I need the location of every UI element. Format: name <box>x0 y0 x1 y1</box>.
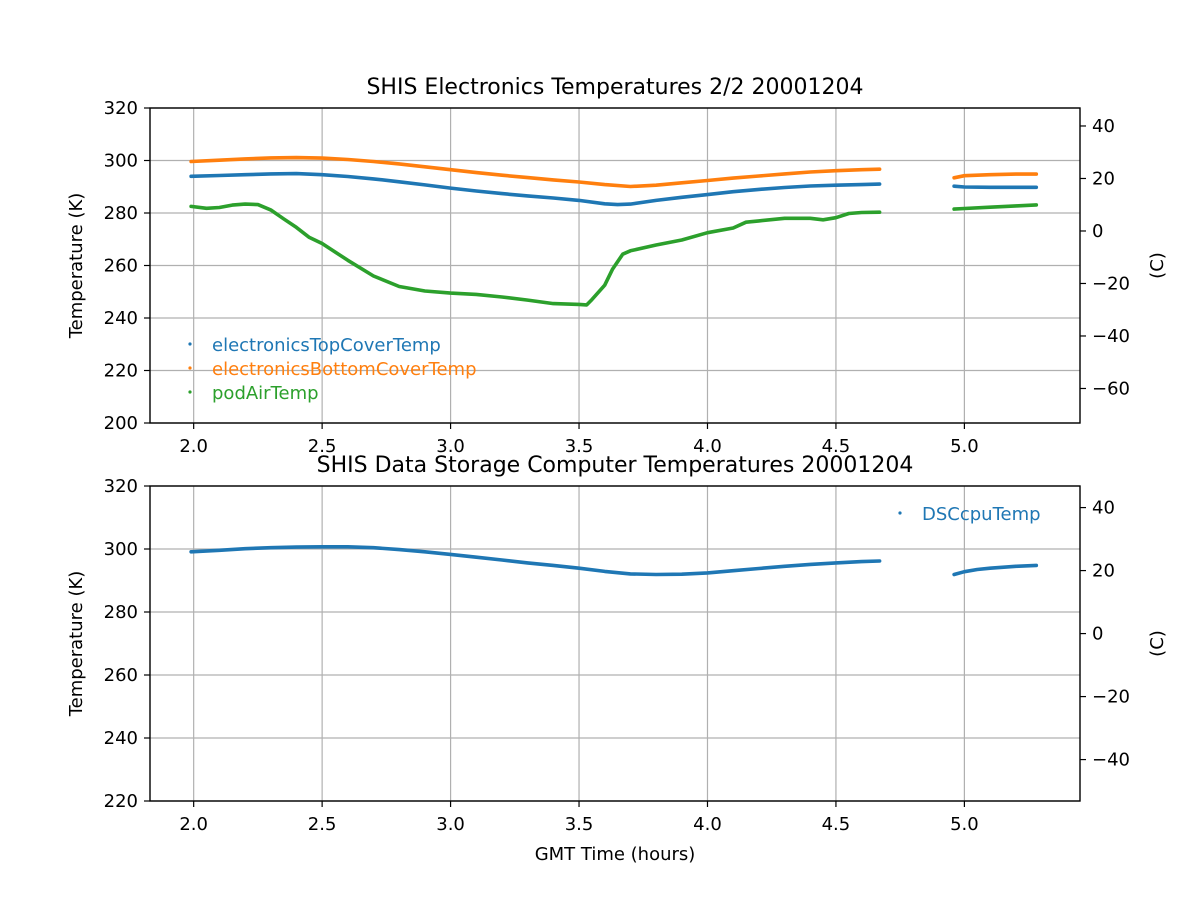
series-electronicsBottomCoverTemp <box>952 172 1039 180</box>
y-tick-label: 300 <box>104 539 138 560</box>
x-tick-label: 4.0 <box>693 436 722 457</box>
chart-2: 2.0 2.5 3.0 3.5 4.0 4.5 5.0 220 240 260 280 300 320 −… <box>66 453 1168 865</box>
y-right-tick-label: 0 <box>1092 221 1103 242</box>
x-tick-label: 3.0 <box>436 436 465 457</box>
legend-marker <box>898 511 902 515</box>
y-right-tick-label: 40 <box>1092 116 1115 137</box>
y-right-axis-label: (C) <box>1147 252 1168 279</box>
y-right-tick-label: 20 <box>1092 561 1115 582</box>
legend-label: DSCcpuTemp <box>922 504 1041 525</box>
y-tick-label: 320 <box>104 98 138 119</box>
y-tick-label: 240 <box>104 308 138 329</box>
x-tick-label: 5.0 <box>950 814 979 835</box>
y-tick-label: 220 <box>104 791 138 812</box>
y-tick-label: 260 <box>104 256 138 277</box>
legend-marker <box>188 342 192 346</box>
x-tick-label: 2.0 <box>179 436 208 457</box>
y-right-tick-label: −20 <box>1092 687 1130 708</box>
legend-marker <box>188 366 192 370</box>
y-tick-label: 200 <box>104 413 138 434</box>
x-tick-label: 4.5 <box>822 814 851 835</box>
y-tick-label: 300 <box>104 151 138 172</box>
y-tick-label: 260 <box>104 665 138 686</box>
y-tick-label: 280 <box>104 203 138 224</box>
x-tick-label: 4.0 <box>693 814 722 835</box>
y-right-tick-label: −40 <box>1092 750 1130 771</box>
chart-title: SHIS Electronics Temperatures 2/2 200012… <box>366 75 863 100</box>
y-axis-label: Temperature (K) <box>66 571 87 718</box>
y-tick-label: 220 <box>104 361 138 382</box>
legend-label: electronicsTopCoverTemp <box>212 335 441 356</box>
series-podAirTemp <box>952 203 1039 211</box>
y-right-tick-label: −20 <box>1092 273 1130 294</box>
y-right-tick-label: −40 <box>1092 326 1130 347</box>
y-right-tick-label: 20 <box>1092 168 1115 189</box>
x-tick-label: 3.0 <box>436 814 465 835</box>
x-tick-label: 3.5 <box>565 814 594 835</box>
y-tick-label: 320 <box>104 476 138 497</box>
series-electronicsBottomCoverTemp <box>189 155 882 189</box>
chart-title: SHIS Data Storage Computer Temperatures … <box>317 453 914 478</box>
x-tick-label: 3.5 <box>565 436 594 457</box>
series-DSCcpuTemp <box>952 563 1039 577</box>
y-right-tick-label: 0 <box>1092 624 1103 645</box>
series-electronicsTopCoverTemp <box>189 171 882 207</box>
x-tick-label: 2.5 <box>308 436 337 457</box>
axes-frame <box>149 485 1081 802</box>
series-electronicsTopCoverTemp <box>952 184 1039 190</box>
y-right-axis-label: (C) <box>1147 630 1168 657</box>
x-tick-label: 4.5 <box>822 436 851 457</box>
y-tick-label: 240 <box>104 728 138 749</box>
x-tick-label: 5.0 <box>950 436 979 457</box>
legend: DSCcpuTemp <box>898 504 1041 525</box>
x-tick-label: 2.0 <box>179 814 208 835</box>
legend-label: podAirTemp <box>212 383 319 404</box>
series-DSCcpuTemp <box>189 544 882 577</box>
chart-1: 2.0 2.5 3.0 3.5 4.0 4.5 5.02002202402602803003… <box>66 75 1168 457</box>
y-right-tick-label: 40 <box>1092 498 1115 519</box>
y-axis-label: Temperature (K) <box>66 193 87 340</box>
y-tick-label: 280 <box>104 602 138 623</box>
x-axis-label: GMT Time (hours) <box>535 844 696 865</box>
x-tick-label: 2.5 <box>308 814 337 835</box>
legend-label: electronicsBottomCoverTemp <box>212 359 477 380</box>
legend: electronicsTopCoverTemp electronicsBottom… <box>188 335 477 404</box>
series-podAirTemp <box>189 202 882 307</box>
legend-marker <box>188 390 192 394</box>
y-right-tick-label: −60 <box>1092 378 1130 399</box>
